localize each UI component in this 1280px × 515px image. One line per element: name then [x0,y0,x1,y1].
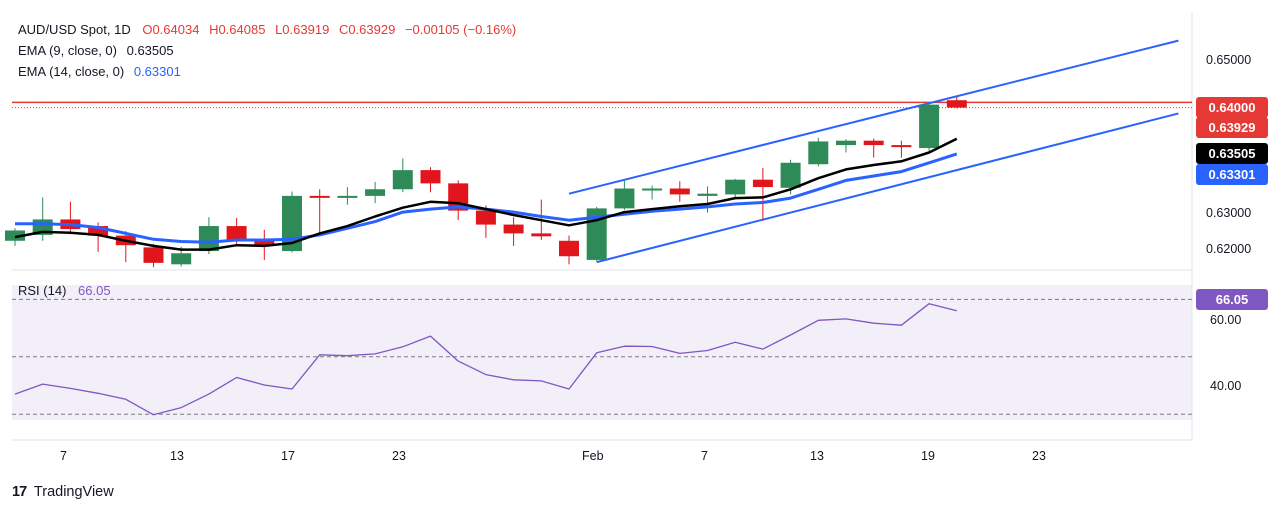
time-axis-label: 23 [392,449,406,463]
open-value: O0.64034 [142,22,200,37]
candle-body [752,179,773,188]
price-axis-label: 0.63000 [1206,206,1252,220]
time-axis-label: Feb [582,449,604,463]
candle-body [559,240,579,257]
candle-body [254,240,275,246]
candle-body [642,188,663,191]
rsi-panel-background [12,285,1192,420]
candle-body [88,226,109,236]
candle-body [143,247,164,263]
rsi-axis-label: 40.00 [1210,379,1242,393]
candle-body [669,188,690,195]
change-value: −0.00105 (−0.16%) [404,22,517,37]
candle-body [171,253,192,265]
rsi-line [14,303,957,416]
time-axis-label: 7 [60,449,67,463]
ema9-legend: EMA (9, close, 0) 0.63505 [18,43,176,58]
rsi-bands [12,298,1192,415]
time-axis-label: 17 [281,449,295,463]
candle-body [614,188,635,209]
tradingview-brand[interactable]: 17 TradingView [12,484,114,500]
candle-body [531,233,552,237]
time-axis-label: 13 [170,449,184,463]
rsi-label: RSI (14) [18,283,67,298]
rsi-price-tag: 66.05 [1196,289,1268,310]
ema14-legend: EMA (14, close, 0) 0.63301 [18,64,183,79]
candle-body [420,170,441,184]
rsi-legend: RSI (14) 66.05 [18,283,113,298]
rsi-axis-label: 60.00 [1210,313,1242,327]
level-price-tag: 0.64000 [1196,97,1268,118]
time-axis-label: 7 [701,449,708,463]
channel-upper-line [568,39,1179,195]
candle-body [392,170,413,190]
ema14-price-tag: 0.63301 [1196,164,1268,185]
candle-body [198,226,219,252]
candle-body [503,224,524,234]
candle-body [891,145,912,148]
candle-body [337,195,358,198]
candle-body [309,195,330,198]
candle-body [226,226,247,241]
high-value: H0.64085 [209,22,266,37]
candle-body [365,189,386,196]
price-channel [568,39,1179,264]
candle-body [697,193,718,196]
ema9-line [14,137,958,251]
ema14-value: 0.63301 [133,64,181,79]
candle-body [836,140,856,146]
candle-body [863,140,884,146]
time-axis-label: 13 [810,449,824,463]
time-axis-label: 23 [1032,449,1046,463]
price-axis-label: 0.62000 [1206,242,1252,256]
brand-name: TradingView [33,484,114,500]
channel-lower-line [596,112,1179,264]
tradingview-logo-icon: 17 [12,484,27,500]
rsi-value: 66.05 [78,283,111,298]
ema14-label: EMA (14, close, 0) [18,64,125,79]
candle-body [5,230,25,241]
candles [5,96,967,268]
last-price-tag: 0.63929 [1196,117,1268,138]
candle-body [808,141,829,165]
price-axis-label: 0.65000 [1206,53,1252,67]
symbol-legend: AUD/USD Spot, 1D O0.64034 H0.64085 L0.63… [18,22,518,37]
candle-body [919,104,940,149]
ema-lines [14,137,958,251]
candle-body [946,100,967,108]
candle-body [725,179,746,195]
ema9-value: 0.63505 [126,43,174,58]
low-value: L0.63919 [275,22,330,37]
candle-body [780,162,801,188]
horizontal-level [12,101,1192,109]
ema9-price-tag: 0.63505 [1196,143,1268,164]
candle-body [475,210,496,225]
ema9-label: EMA (9, close, 0) [18,43,117,58]
time-axis-label: 19 [921,449,935,463]
symbol-title: AUD/USD Spot, 1D [18,22,131,37]
close-value: C0.63929 [338,22,396,37]
rsi-line-path [14,303,957,416]
